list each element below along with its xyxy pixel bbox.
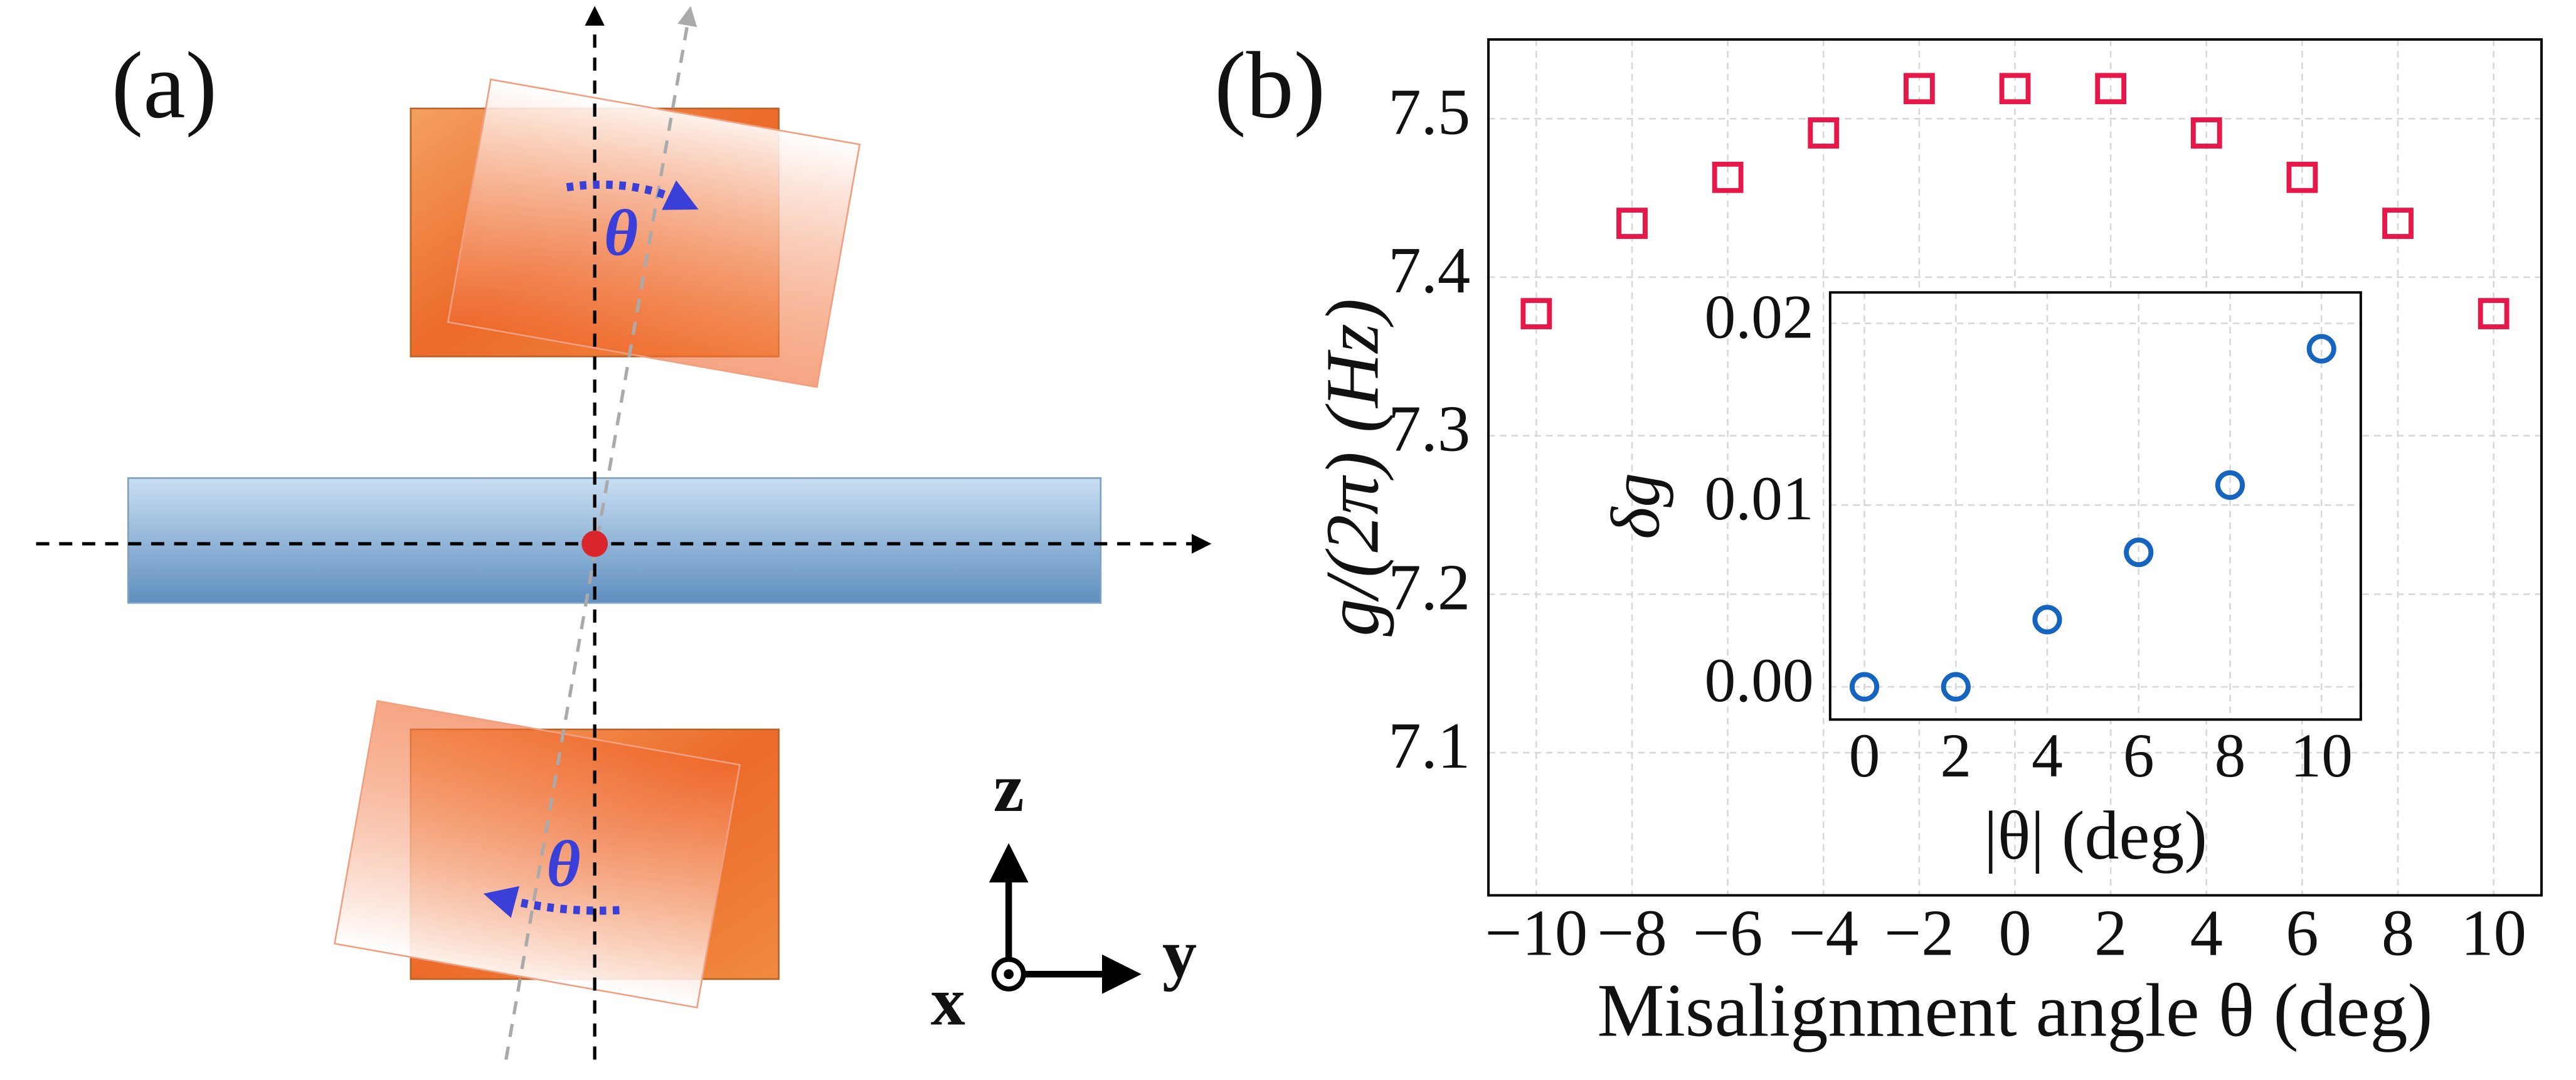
- marker: [2095, 73, 2127, 105]
- y-tick-label: 7.3: [1388, 393, 1470, 465]
- marker: [1712, 161, 1744, 193]
- axis-label: z: [994, 749, 1024, 826]
- theta-label: θ: [604, 197, 638, 270]
- diagram: θ θ z y x (a): [36, 6, 1212, 1060]
- x-tick-label: 10: [2290, 721, 2353, 790]
- x-tick-label: −4: [1789, 896, 1858, 969]
- x-axis-label: |θ| (deg): [1984, 797, 2207, 874]
- x-tick-label: −6: [1693, 896, 1762, 969]
- x-tick-label: 8: [2215, 721, 2246, 790]
- panel-label: (b): [1214, 33, 1325, 138]
- marker: [1808, 117, 1840, 149]
- magnet-top-rotated: [447, 78, 861, 388]
- marker: [1904, 73, 1935, 105]
- plot-area: [1830, 292, 2361, 720]
- marker: [1941, 672, 1971, 702]
- y-tick-label: 0.00: [1705, 645, 1814, 715]
- rotation-arrow-bottom: [483, 886, 620, 918]
- x-tick-label: 6: [2123, 721, 2155, 790]
- y-axis-label: δg: [1598, 473, 1674, 539]
- x-axis-dot: [1004, 969, 1014, 980]
- x-tick-label: 10: [2461, 896, 2526, 969]
- y-tick-label: 0.02: [1705, 282, 1814, 351]
- marker: [1849, 672, 1880, 702]
- center-dot: [581, 531, 608, 557]
- x-tick-label: −10: [1485, 896, 1587, 969]
- plot-frame: [1828, 291, 2362, 721]
- x-tick-label: 2: [2094, 896, 2127, 969]
- marker: [2190, 117, 2222, 149]
- y-tick-label: 7.1: [1388, 709, 1470, 782]
- y-tick-label: 7.5: [1388, 75, 1470, 148]
- x-tick-label: −2: [1884, 896, 1954, 969]
- x-tick-label: 0: [1849, 721, 1880, 790]
- x-tick-label: 4: [2190, 896, 2223, 969]
- magnet-bottom-rotated: [333, 700, 741, 1009]
- x-axis-label: Misalignment angle θ (deg): [1597, 970, 2432, 1053]
- marker: [2478, 298, 2510, 329]
- beam: [127, 477, 1102, 604]
- x-tick-label: 6: [2286, 896, 2318, 969]
- marker: [2215, 470, 2245, 500]
- marker: [2032, 605, 2062, 635]
- y-tick-label: 7.4: [1388, 234, 1470, 307]
- x-tick-label: 8: [2382, 896, 2414, 969]
- marker: [1999, 73, 2031, 105]
- marker: [2124, 537, 2154, 568]
- x-tick-label: 2: [1940, 721, 1971, 790]
- theta-label: θ: [546, 827, 580, 900]
- panel-label: (a): [112, 33, 218, 138]
- axis-label: y: [1162, 916, 1197, 992]
- x-tick-label: 0: [1998, 896, 2031, 969]
- marker: [2382, 208, 2414, 239]
- y-tick-label: 7.2: [1388, 551, 1470, 623]
- x-tick-label: 4: [2032, 721, 2063, 790]
- marker: [2286, 161, 2318, 193]
- plot-frame: [1487, 38, 2543, 897]
- marker: [2306, 334, 2336, 364]
- marker: [1616, 208, 1648, 239]
- x-tick-label: −8: [1597, 896, 1667, 969]
- rotation-arrow-top: [566, 180, 699, 210]
- y-tick-label: 0.01: [1705, 463, 1814, 533]
- marker: [1520, 298, 1552, 329]
- axis-label: x: [931, 963, 965, 1040]
- y-axis-label: g/(2π) (Hz): [1311, 299, 1394, 637]
